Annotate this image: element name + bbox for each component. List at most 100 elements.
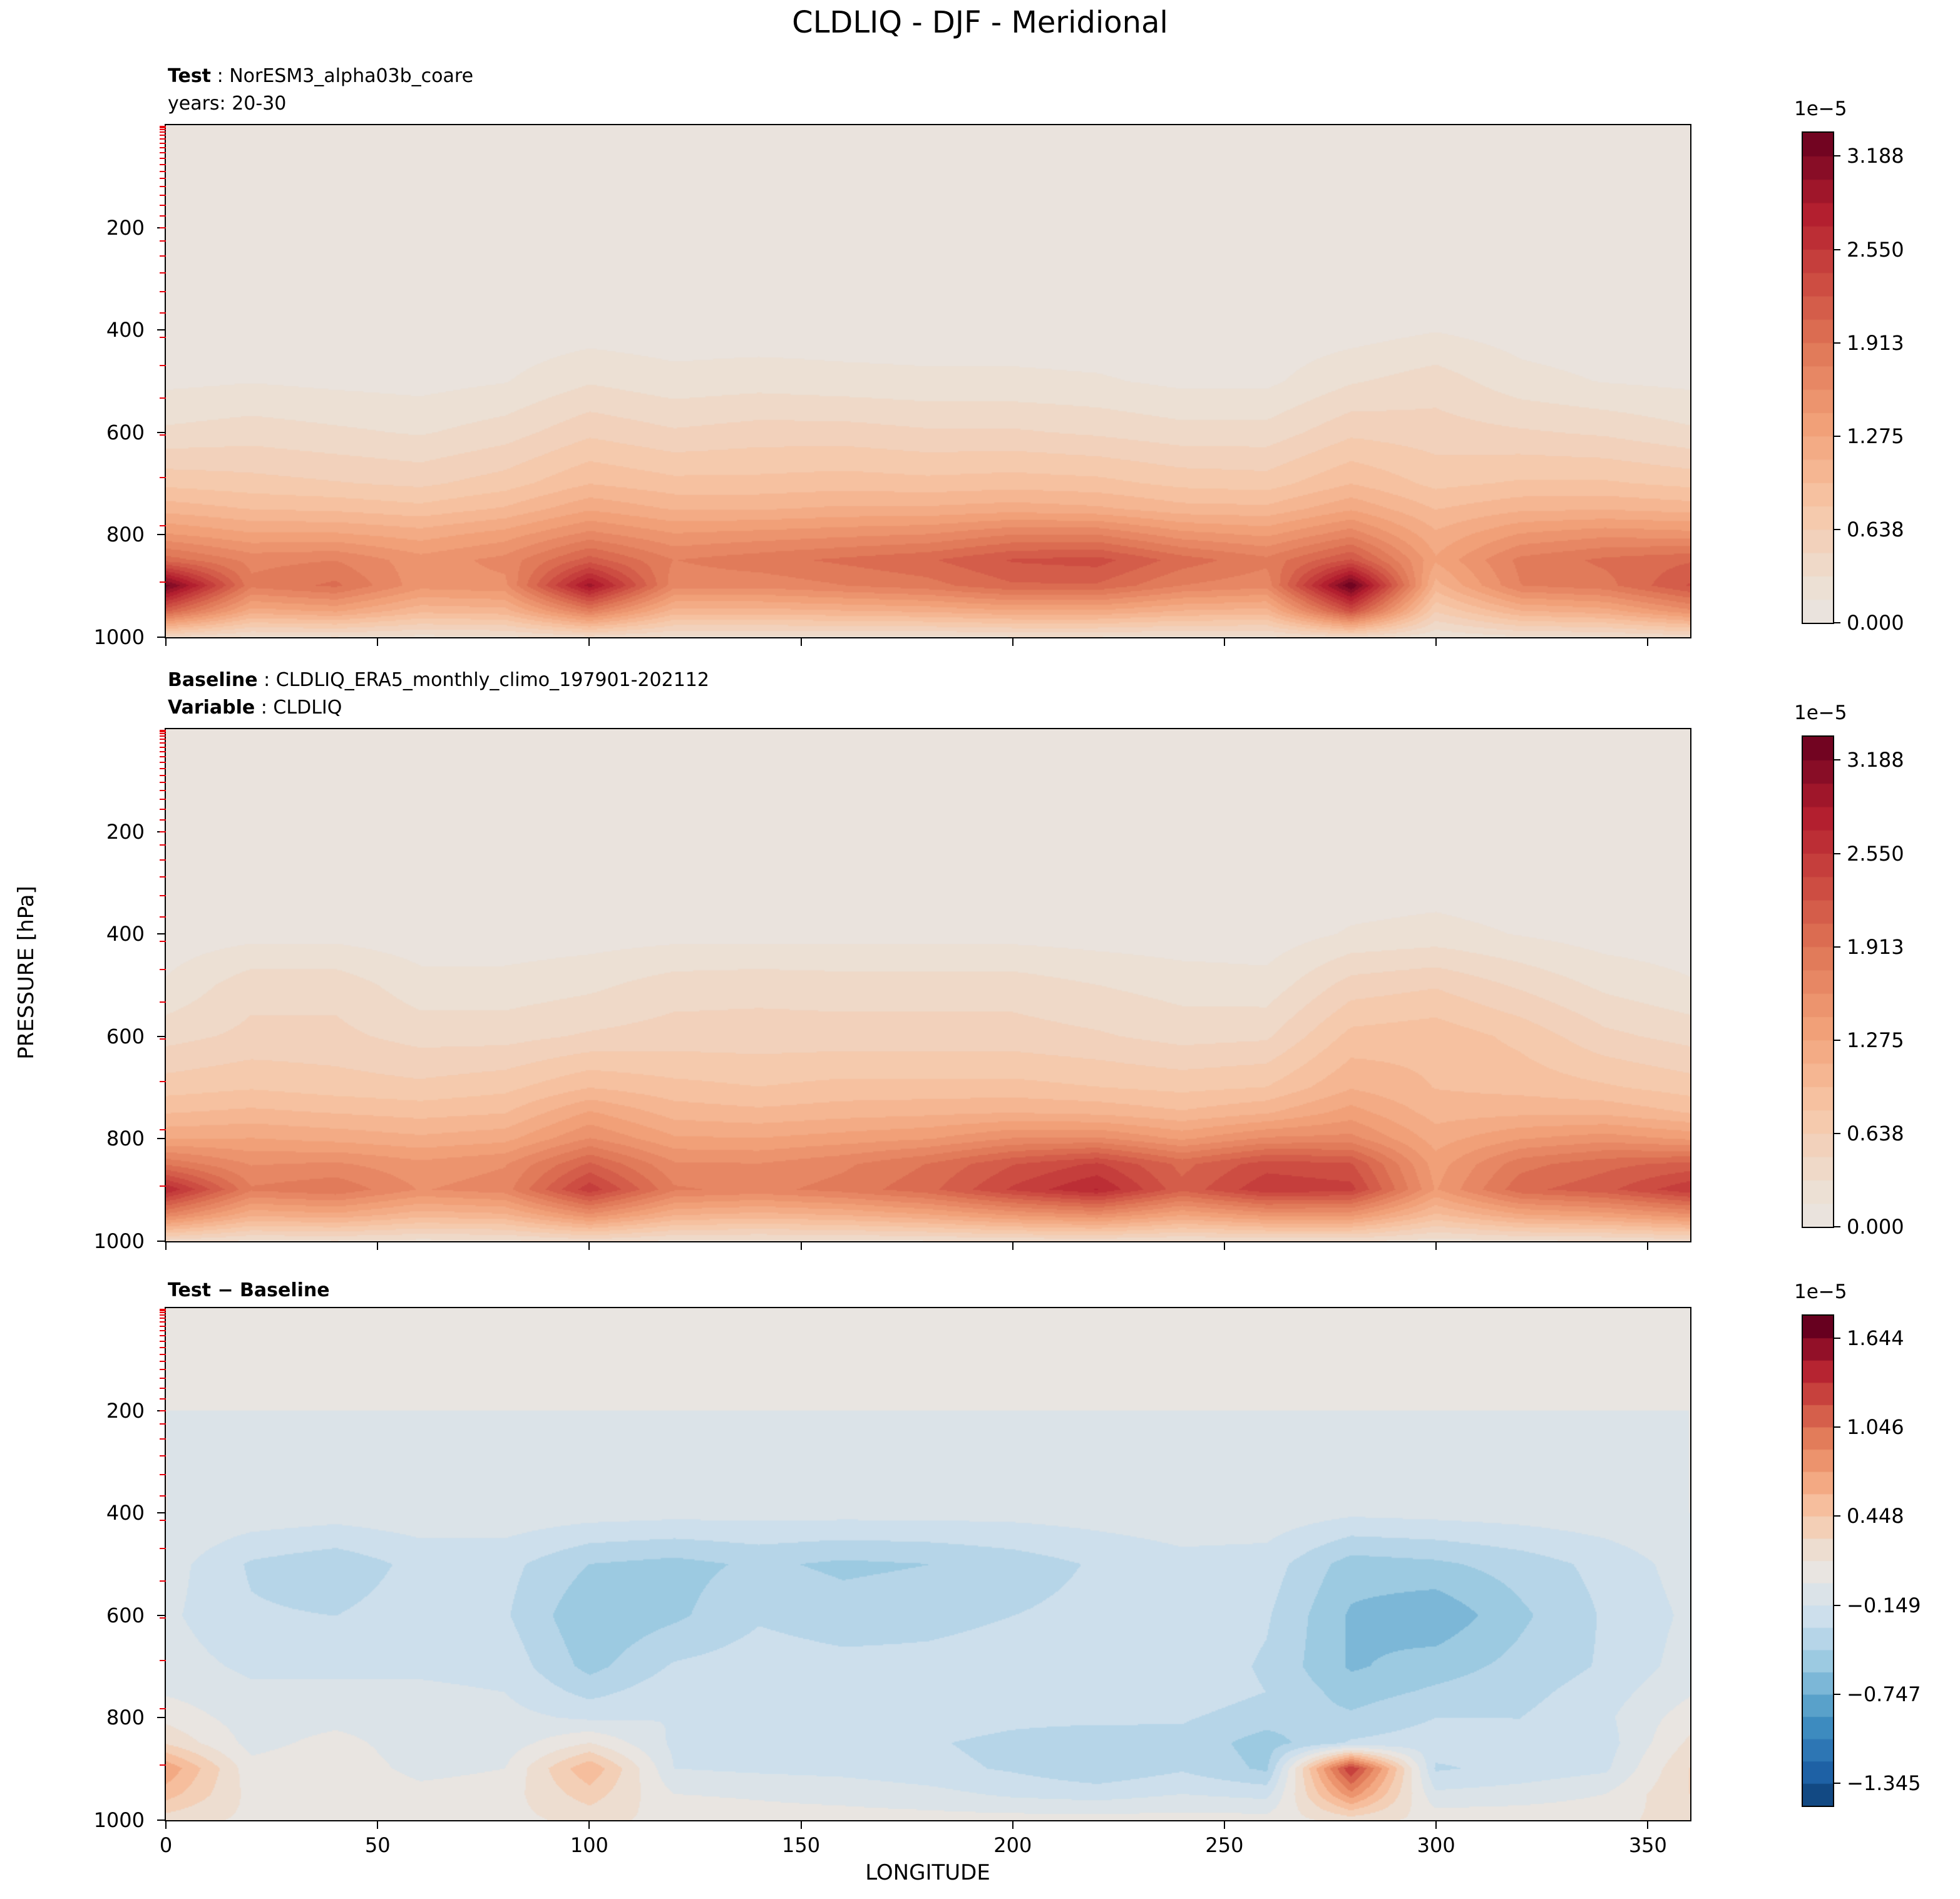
- colorbar-tick-label: 2.550: [1847, 841, 1904, 866]
- y-tick-label: 600: [106, 1603, 145, 1627]
- colorbar-tick-mark: [1833, 155, 1840, 157]
- model-level-tick-mark: [160, 1361, 166, 1363]
- colorbar-tick-mark: [1833, 342, 1840, 344]
- model-level-tick-mark: [160, 819, 166, 821]
- y-tick-label: 400: [106, 318, 145, 342]
- x-tick-mark: [165, 1820, 167, 1829]
- model-level-tick-mark: [160, 1410, 166, 1411]
- x-tick-mark: [1647, 1820, 1649, 1829]
- model-level-tick-mark: [160, 255, 166, 257]
- model-level-tick-mark: [160, 1001, 166, 1003]
- y-tick-mark: [157, 1717, 166, 1719]
- x-axis-label: LONGITUDE: [865, 1860, 990, 1885]
- model-level-tick-mark: [160, 1321, 166, 1323]
- model-level-tick-mark: [160, 916, 166, 918]
- x-tick-mark: [377, 637, 379, 646]
- colorbar-tick-label: 0.638: [1847, 1121, 1904, 1145]
- model-level-tick-mark: [160, 476, 166, 478]
- colorbar-tick-mark: [1833, 1337, 1840, 1339]
- x-tick-mark: [1435, 1820, 1437, 1829]
- x-tick-mark: [165, 1241, 167, 1250]
- x-tick-mark: [1435, 637, 1437, 646]
- model-level-tick-mark: [160, 397, 166, 399]
- y-tick-label: 200: [106, 1398, 145, 1423]
- y-tick-mark: [157, 933, 166, 935]
- colorbar-tick-mark: [1833, 852, 1840, 854]
- model-level-tick-mark: [160, 739, 166, 740]
- y-tick-mark: [157, 1512, 166, 1514]
- colorbar-tick-label: 0.000: [1847, 611, 1904, 635]
- panel-baseline-header: Baseline : CLDLIQ_ERA5_monthly_climo_197…: [168, 667, 709, 722]
- colorbar-diff-exponent: 1e−5: [1794, 1281, 1847, 1303]
- model-level-tick-mark: [160, 138, 166, 140]
- model-level-tick-mark: [160, 799, 166, 801]
- colorbar-tick-mark: [1833, 1693, 1840, 1695]
- figure-title: CLDLIQ - DJF - Meridional: [792, 5, 1168, 40]
- colorbar-tick-label: 2.550: [1847, 237, 1904, 262]
- model-level-tick-mark: [160, 774, 166, 776]
- model-level-tick-mark: [160, 1341, 166, 1343]
- model-level-tick-mark: [160, 790, 166, 792]
- y-tick-label: 400: [106, 1501, 145, 1525]
- model-level-tick-mark: [160, 186, 166, 188]
- model-level-tick-mark: [160, 808, 166, 810]
- x-tick-mark: [588, 637, 590, 646]
- model-level-tick-mark: [160, 434, 166, 436]
- model-level-tick-mark: [160, 337, 166, 339]
- x-tick-mark: [588, 1820, 590, 1829]
- y-tick-mark: [157, 431, 166, 433]
- x-tick-mark: [800, 1820, 802, 1829]
- model-level-tick-mark: [160, 1617, 166, 1619]
- model-level-tick-mark: [160, 1329, 166, 1331]
- model-level-tick-mark: [160, 1387, 166, 1389]
- model-level-tick-mark: [160, 525, 166, 527]
- model-level-tick-mark: [160, 131, 166, 133]
- model-level-tick-mark: [160, 1325, 166, 1327]
- model-level-tick-mark: [160, 1346, 166, 1348]
- y-tick-label: 200: [106, 819, 145, 844]
- colorbar-tick-mark: [1833, 1132, 1840, 1134]
- x-tick-mark: [1223, 1241, 1225, 1250]
- model-level-tick-mark: [160, 1580, 166, 1582]
- x-tick-mark: [800, 637, 802, 646]
- model-level-tick-mark: [160, 135, 166, 136]
- model-level-tick-mark: [160, 1369, 166, 1371]
- model-level-tick-mark: [160, 742, 166, 744]
- panel-test-header-line1: Test : NorESM3_alpha03b_coare: [168, 63, 473, 90]
- model-level-tick-mark: [160, 844, 166, 846]
- panel-variable-rest: : CLDLIQ: [255, 697, 342, 719]
- colorbar-diff: [1803, 1316, 1833, 1806]
- model-level-tick-mark: [160, 1318, 166, 1319]
- model-level-tick-mark: [160, 227, 166, 228]
- y-tick-label: 600: [106, 1024, 145, 1048]
- y-tick-mark: [157, 1035, 166, 1037]
- model-level-tick-mark: [160, 240, 166, 242]
- panel-diff-header-bold: Test − Baseline: [168, 1279, 330, 1301]
- colorbar-test: [1803, 133, 1833, 623]
- x-tick-label: 300: [1417, 1833, 1455, 1857]
- colorbar-tick-mark: [1833, 759, 1840, 761]
- model-level-tick-mark: [160, 750, 166, 752]
- x-tick-label: 50: [364, 1833, 391, 1857]
- model-level-tick-mark: [160, 142, 166, 144]
- x-tick-mark: [1647, 637, 1649, 646]
- panel-test-header-line2: years: 20-30: [168, 90, 473, 118]
- colorbar-baseline-exponent: 1e−5: [1794, 702, 1847, 724]
- colorbar-tick-label: 3.188: [1847, 748, 1904, 772]
- model-level-tick-mark: [160, 1378, 166, 1379]
- model-level-tick-mark: [160, 1398, 166, 1400]
- panel-variable-bold: Variable: [168, 697, 255, 719]
- model-level-tick-mark: [160, 733, 166, 735]
- colorbar-test-exponent: 1e−5: [1794, 98, 1847, 120]
- x-tick-label: 250: [1205, 1833, 1244, 1857]
- model-level-tick-mark: [160, 272, 166, 274]
- contour-plot-diff: [166, 1308, 1690, 1820]
- model-level-tick-mark: [160, 170, 166, 172]
- y-tick-label: 800: [106, 523, 145, 547]
- model-level-tick-mark: [160, 1520, 166, 1522]
- x-tick-label: 150: [782, 1833, 821, 1857]
- model-level-tick-mark: [160, 735, 166, 737]
- colorbar-tick-label: 1.644: [1847, 1326, 1904, 1350]
- x-tick-mark: [1223, 637, 1225, 646]
- y-tick-mark: [157, 1820, 166, 1821]
